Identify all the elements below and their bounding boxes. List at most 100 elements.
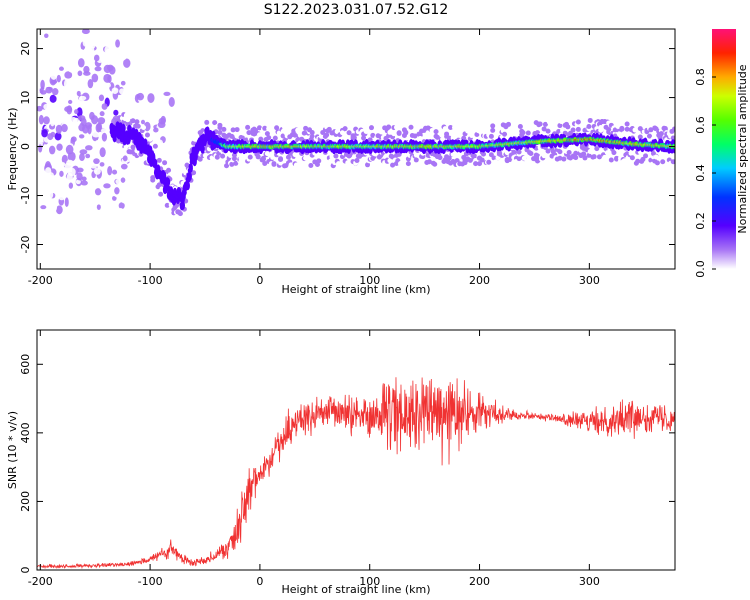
spectrogram-cell [152,115,157,124]
spectrogram-cell [561,156,567,162]
spectrogram-cell [45,261,52,267]
spectrogram-cell [274,125,280,131]
spectrogram-cell [458,126,464,132]
spectrogram-cell [202,153,208,159]
spectrogram-cell [113,109,119,116]
spectrogram-cell [132,256,141,262]
spectrogram-cell [152,46,160,52]
spectrogram-cell [329,154,335,160]
spectrogram-cell [112,259,119,268]
spectrogram-cell [197,156,203,162]
spectrogram-cell [75,179,81,185]
spectrogram-cell [55,41,62,51]
spectrogram-cell [368,125,374,131]
spectrogram-cell [168,106,175,113]
spectrogram-cell [506,121,512,127]
spectrogram-cell [635,158,641,164]
snr-series-line [37,377,675,570]
spectrogram-cell [586,152,592,158]
spectrogram-cell [54,233,61,240]
spectrogram-cell [582,155,588,161]
spectrogram-cell [488,133,494,139]
spectrogram-cell [391,131,397,137]
spectrogram-cell [159,252,167,258]
spectrogram-cell [49,244,57,252]
spectrogram-cell [432,161,438,167]
spectrogram-cell [93,255,101,262]
spectrogram-cell [61,154,68,164]
spectrogram-cell [594,146,600,152]
x-tick-label: 100 [359,575,380,588]
spectrogram-cell [53,249,58,258]
spectrogram-cell [68,99,73,105]
spectrogram-x-axis: -200 -100 0 100 200 300 [28,29,600,287]
spectrogram-cell [143,121,151,132]
spectrogram-y-axis-label: Frequency (Hz) [6,108,19,191]
x-tick-label: 200 [469,575,490,588]
spectrogram-cell [92,240,98,246]
colorbar-label: Normalized spectral amplitude [736,64,749,233]
spectrogram-cell [130,243,138,251]
spectrogram-cell [177,211,183,217]
spectrogram-cell [120,220,127,228]
spectrogram-cell [120,80,126,86]
spectrogram-cell [292,152,298,158]
spectrogram-cell [587,149,593,155]
spectrogram-cell [111,87,119,95]
spectrogram-cell [272,135,278,141]
spectrogram-cell [108,65,116,75]
colorbar-tick-label: 0.6 [694,116,707,134]
spectrogram-cell [54,101,62,108]
spectrogram-cell [357,136,363,142]
spectrogram-cell [132,36,137,46]
spectrogram-cell [491,155,497,161]
spectrogram-cell [548,121,554,127]
spectrogram-cell [661,153,667,159]
spectrogram-cell [516,156,522,162]
spectrogram-cell [93,54,100,62]
spectrogram-cell [204,119,210,125]
spectrogram-cell [301,130,307,136]
spectrogram-cell [575,119,581,125]
spectrogram-cell [295,127,301,133]
y-tick-label: -10 [19,187,32,205]
spectrogram-cell [112,195,117,201]
spectrogram-cell [37,196,42,202]
spectrogram-cell [429,127,435,133]
spectrogram-cell [185,192,191,198]
figure-title: S122.2023.031.07.52.G12 [264,2,449,18]
spectrogram-cell [64,197,69,207]
spectrogram-cell [528,151,534,157]
spectrogram-cell [557,155,563,161]
spectrogram-cell [59,170,64,177]
spectrogram-cell [647,133,653,139]
spectrogram-cell [37,238,42,248]
spectrogram-cell [86,189,94,198]
spectrogram-cell [337,162,343,168]
spectrogram-cell [467,157,473,163]
spectrogram-cell [67,224,73,231]
spectrogram-cell [79,95,87,101]
spectrogram-cell [44,200,50,208]
spectrogram-cell [308,157,314,163]
spectrogram-cell [437,155,443,161]
spectrogram-cell [615,123,621,129]
spectrogram-cell [246,130,252,136]
spectrogram-cell [44,230,51,239]
spectrogram-cell [440,136,446,142]
spectrogram-cell [50,71,57,80]
spectrogram-cell [426,159,432,165]
spectrogram-cell [47,217,53,227]
spectrogram-cell [452,125,458,131]
spectrogram-cell [40,79,45,90]
spectrogram-cell [74,75,82,84]
spectrogram-cell [297,132,303,138]
spectrogram-cell [300,160,306,166]
spectrogram-cell [152,75,159,80]
spectrogram-cell [101,208,109,216]
x-tick-label: 0 [256,274,263,287]
spectrogram-cell [387,158,393,164]
spectrogram-cell [53,265,59,269]
spectrogram-marks [37,29,675,269]
spectrogram-cell [165,177,171,187]
